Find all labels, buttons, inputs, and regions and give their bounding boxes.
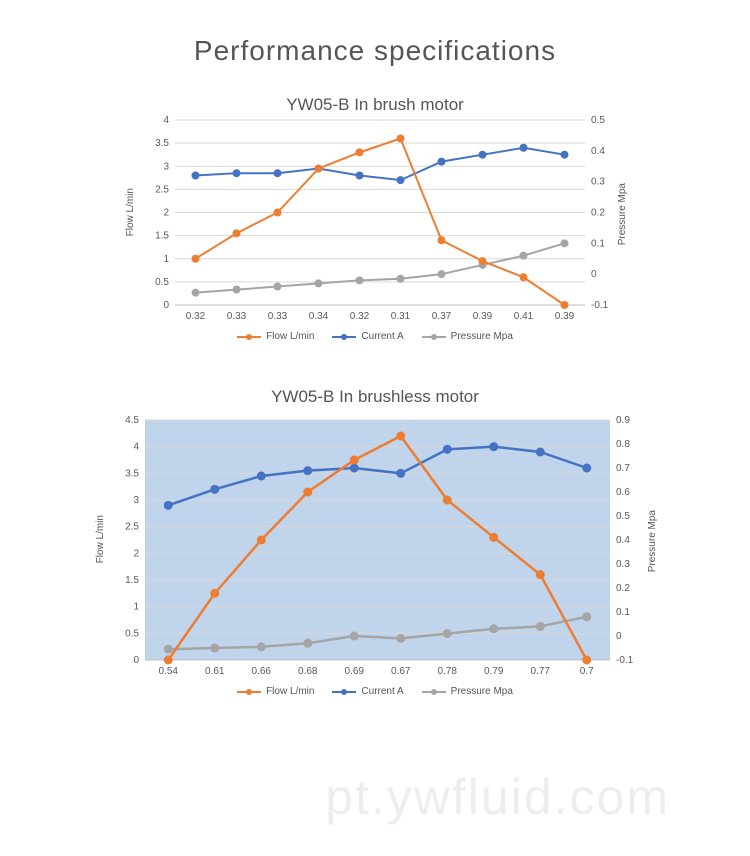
- chart2-y-right-label: Pressure Mpa: [647, 510, 658, 572]
- svg-text:3: 3: [133, 495, 139, 506]
- chart1-y-left-label: Flow L/min: [125, 188, 136, 236]
- svg-text:0.5: 0.5: [616, 511, 630, 522]
- svg-text:3: 3: [163, 161, 169, 172]
- svg-text:0.68: 0.68: [298, 666, 318, 677]
- svg-text:0.1: 0.1: [616, 607, 630, 618]
- svg-text:0.41: 0.41: [514, 311, 534, 322]
- svg-text:0.3: 0.3: [616, 559, 630, 570]
- svg-text:0.33: 0.33: [268, 311, 288, 322]
- legend-current: Current A: [332, 686, 403, 697]
- svg-text:0.7: 0.7: [580, 666, 594, 677]
- chart2-title: YW05-B In brushless motor: [0, 387, 750, 407]
- svg-text:0.66: 0.66: [252, 666, 272, 677]
- svg-text:-0.1: -0.1: [616, 655, 634, 666]
- chart1-y-right-label: Pressure Mpa: [617, 183, 628, 245]
- svg-text:0: 0: [163, 300, 169, 311]
- svg-text:1.5: 1.5: [125, 575, 139, 586]
- svg-text:0.2: 0.2: [591, 208, 605, 219]
- chart1-legend: Flow L/min Current A Pressure Mpa: [0, 331, 750, 342]
- chart2-svg: 0 0.5 1 1.5 2 2.5 3 3.5 4 4.5 -0.1 0 0.1 0.2 0.3 0.4 0.5…: [90, 415, 660, 680]
- svg-text:0.4: 0.4: [591, 146, 605, 157]
- svg-text:3.5: 3.5: [155, 138, 169, 149]
- chart1-title: YW05-B In brush motor: [0, 95, 750, 115]
- svg-text:0.33: 0.33: [227, 311, 247, 322]
- legend-pressure: Pressure Mpa: [422, 686, 513, 697]
- svg-text:0: 0: [616, 631, 622, 642]
- svg-text:2: 2: [163, 208, 169, 219]
- svg-text:2.5: 2.5: [155, 184, 169, 195]
- svg-text:0.2: 0.2: [616, 583, 630, 594]
- svg-text:0.5: 0.5: [591, 115, 605, 126]
- chart1-area: Flow L/min Pressure Mpa 0 0.5 1 1.5 2 2.5 3 3.5…: [120, 115, 630, 325]
- svg-text:1.5: 1.5: [155, 231, 169, 242]
- svg-text:1: 1: [163, 254, 169, 265]
- svg-text:0.3: 0.3: [591, 177, 605, 188]
- chart2-area: Flow L/min Pressure Mpa 0 0.5 1 1.5 2 2.5 3 3.5…: [90, 415, 660, 680]
- svg-text:0.78: 0.78: [438, 666, 458, 677]
- svg-text:1: 1: [133, 602, 139, 613]
- svg-text:4: 4: [163, 115, 169, 126]
- svg-text:3.5: 3.5: [125, 468, 139, 479]
- svg-text:0.67: 0.67: [391, 666, 411, 677]
- svg-text:0.1: 0.1: [591, 238, 605, 249]
- svg-text:0.32: 0.32: [186, 311, 206, 322]
- svg-text:0.7: 0.7: [616, 463, 630, 474]
- svg-text:0.69: 0.69: [345, 666, 365, 677]
- svg-text:0.9: 0.9: [616, 415, 630, 426]
- watermark: pt.ywfluid.com: [325, 768, 670, 826]
- svg-text:0: 0: [591, 269, 597, 280]
- legend-current: Current A: [332, 331, 403, 342]
- svg-text:0.4: 0.4: [616, 535, 630, 546]
- svg-text:0.37: 0.37: [432, 311, 452, 322]
- svg-text:0.77: 0.77: [531, 666, 551, 677]
- svg-text:2: 2: [133, 548, 139, 559]
- svg-text:0.79: 0.79: [484, 666, 504, 677]
- svg-text:2.5: 2.5: [125, 522, 139, 533]
- svg-text:0.31: 0.31: [391, 311, 411, 322]
- svg-text:0.39: 0.39: [473, 311, 493, 322]
- svg-text:0.34: 0.34: [309, 311, 329, 322]
- svg-text:0.54: 0.54: [159, 666, 179, 677]
- chart2-block: YW05-B In brushless motor Flow L/min Pre…: [0, 387, 750, 697]
- legend-flow: Flow L/min: [237, 331, 314, 342]
- svg-text:0.39: 0.39: [555, 311, 575, 322]
- svg-text:0.32: 0.32: [350, 311, 370, 322]
- svg-text:0: 0: [133, 655, 139, 666]
- svg-text:-0.1: -0.1: [591, 300, 609, 311]
- chart1-block: YW05-B In brush motor Flow L/min Pressur…: [0, 95, 750, 342]
- page-title: Performance specifications: [0, 0, 750, 67]
- svg-text:0.61: 0.61: [205, 666, 225, 677]
- chart2-legend: Flow L/min Current A Pressure Mpa: [0, 686, 750, 697]
- svg-text:0.5: 0.5: [125, 628, 139, 639]
- svg-text:0.5: 0.5: [155, 277, 169, 288]
- svg-text:0.6: 0.6: [616, 487, 630, 498]
- svg-text:0.8: 0.8: [616, 439, 630, 450]
- legend-pressure: Pressure Mpa: [422, 331, 513, 342]
- chart1-svg: 0 0.5 1 1.5 2 2.5 3 3.5 4 -0.1 0 0.1 0.2 0.3 0.4 0.5 0.3…: [120, 115, 630, 325]
- chart2-y-left-label: Flow L/min: [95, 515, 106, 563]
- legend-flow: Flow L/min: [237, 686, 314, 697]
- svg-text:4.5: 4.5: [125, 415, 139, 426]
- svg-text:4: 4: [133, 442, 139, 453]
